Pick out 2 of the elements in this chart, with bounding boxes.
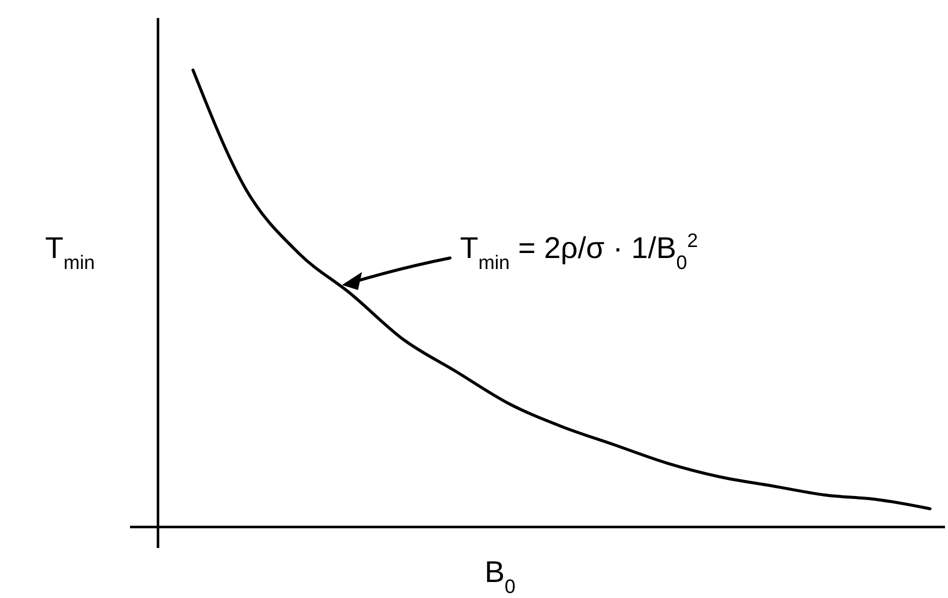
x-axis-title: B$_{0}$ [484, 556, 516, 598]
y-axis-title: T$_{min}$ [45, 232, 95, 274]
